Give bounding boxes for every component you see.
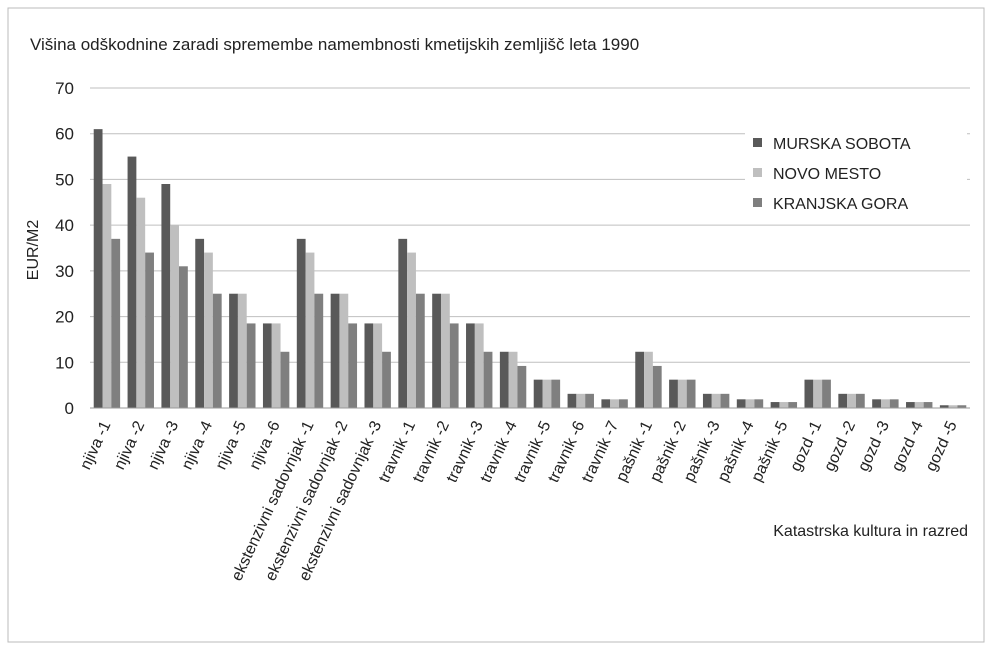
bar bbox=[779, 402, 789, 408]
bar bbox=[136, 197, 146, 408]
bar bbox=[296, 238, 306, 408]
bar bbox=[939, 405, 949, 408]
bar bbox=[619, 399, 628, 408]
bar bbox=[542, 379, 552, 408]
bar bbox=[635, 351, 645, 408]
bar bbox=[754, 399, 764, 408]
bar bbox=[720, 393, 730, 408]
legend-swatch bbox=[753, 168, 762, 177]
bar bbox=[702, 393, 712, 408]
bar bbox=[686, 379, 696, 408]
bar bbox=[204, 252, 213, 408]
y-tick-label: 60 bbox=[55, 125, 74, 144]
bar bbox=[745, 399, 755, 408]
y-tick-label: 10 bbox=[55, 353, 74, 372]
bar bbox=[601, 399, 611, 408]
bar bbox=[382, 351, 391, 408]
bar bbox=[822, 379, 831, 408]
bar bbox=[736, 399, 746, 408]
bar bbox=[652, 365, 662, 408]
legend-label: MURSKA SOBOTA bbox=[773, 136, 911, 153]
bar bbox=[179, 266, 188, 408]
bar bbox=[499, 351, 509, 408]
bar bbox=[533, 379, 543, 408]
bar bbox=[813, 379, 823, 408]
bar bbox=[440, 293, 450, 408]
bar bbox=[246, 323, 256, 408]
bar bbox=[880, 399, 890, 408]
bar bbox=[102, 184, 112, 408]
bar bbox=[889, 399, 899, 408]
bar bbox=[517, 365, 527, 408]
bar bbox=[906, 402, 915, 408]
chart-frame bbox=[7, 7, 985, 643]
bar bbox=[847, 393, 856, 408]
bar bbox=[914, 402, 924, 408]
legend-label: KRANJSKA GORA bbox=[773, 196, 908, 213]
bar bbox=[576, 393, 586, 408]
bar bbox=[237, 293, 247, 408]
legend-box bbox=[745, 124, 967, 222]
legend-swatch bbox=[753, 138, 762, 147]
bar bbox=[170, 225, 180, 408]
bar bbox=[314, 293, 324, 408]
bar bbox=[838, 393, 848, 408]
bar bbox=[145, 252, 154, 408]
bar bbox=[644, 351, 653, 408]
bar bbox=[872, 399, 881, 408]
bar bbox=[407, 252, 416, 408]
bar bbox=[280, 351, 290, 408]
bar bbox=[669, 379, 678, 408]
bar bbox=[508, 351, 518, 408]
bar bbox=[339, 293, 349, 408]
x-axis-label: Katastrska kultura in razred bbox=[773, 523, 968, 540]
bar bbox=[677, 379, 687, 408]
bar bbox=[330, 293, 340, 408]
bar bbox=[373, 323, 383, 408]
y-tick-label: 30 bbox=[55, 262, 74, 281]
bar bbox=[262, 323, 272, 408]
bar bbox=[474, 323, 484, 408]
bar bbox=[195, 238, 205, 408]
bar bbox=[305, 252, 315, 408]
bar bbox=[711, 393, 721, 408]
chart-title: Višina odškodnine zaradi spremembe namem… bbox=[30, 35, 639, 54]
y-tick-label: 20 bbox=[55, 308, 74, 327]
bar bbox=[415, 293, 425, 408]
bar bbox=[364, 323, 374, 408]
bar bbox=[229, 293, 238, 408]
y-tick-label: 0 bbox=[65, 399, 74, 418]
bar bbox=[111, 238, 121, 408]
bar bbox=[957, 405, 967, 408]
y-axis-label: EUR/M2 bbox=[25, 220, 42, 281]
bar bbox=[466, 323, 475, 408]
bar bbox=[432, 293, 441, 408]
bar bbox=[348, 323, 358, 408]
y-tick-label: 50 bbox=[55, 170, 74, 189]
legend-swatch bbox=[753, 198, 762, 207]
y-tick-label: 40 bbox=[55, 216, 74, 235]
bar bbox=[585, 393, 594, 408]
bar bbox=[212, 293, 222, 408]
bar bbox=[483, 351, 493, 408]
bar bbox=[855, 393, 865, 408]
bar bbox=[398, 238, 408, 408]
bar bbox=[567, 393, 577, 408]
bar bbox=[449, 323, 459, 408]
legend-label: NOVO MESTO bbox=[773, 166, 881, 183]
bar bbox=[161, 184, 171, 408]
bar bbox=[923, 402, 933, 408]
y-tick-label: 70 bbox=[55, 79, 74, 98]
bar bbox=[551, 379, 561, 408]
bar bbox=[948, 405, 958, 408]
bar bbox=[610, 399, 620, 408]
bar bbox=[93, 129, 103, 408]
bar bbox=[804, 379, 814, 408]
bar bbox=[271, 323, 281, 408]
bar bbox=[127, 156, 137, 408]
bar bbox=[788, 402, 798, 408]
bar bbox=[770, 402, 780, 408]
